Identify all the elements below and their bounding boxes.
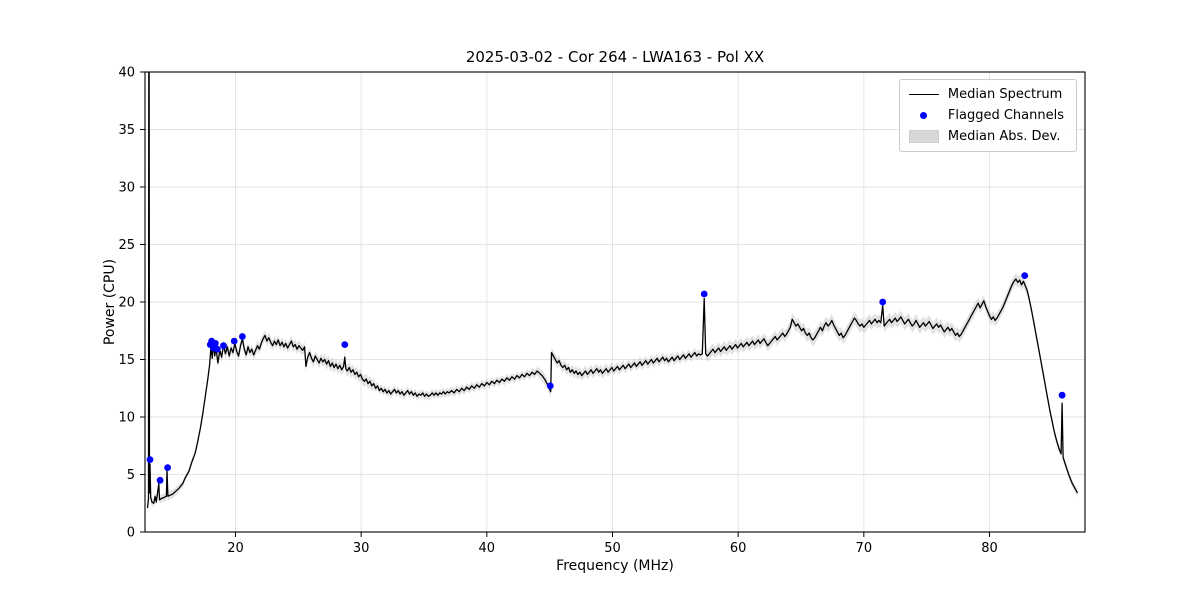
median-spectrum-line (146, 72, 1079, 508)
grid-lines (145, 71, 1085, 533)
dot-swatch-icon (909, 109, 939, 123)
legend-item-median-spectrum: Median Spectrum (908, 87, 1064, 102)
flagged-channel-dot (239, 333, 246, 340)
x-tick-label: 70 (856, 541, 873, 556)
y-tick-label: 20 (118, 296, 135, 311)
flagged-channel-dot (146, 456, 154, 463)
y-tick-label: 10 (118, 411, 135, 426)
chart-title: 2025-03-02 - Cor 264 - LWA163 - Pol XX (465, 48, 765, 66)
flagged-channel-dot (220, 342, 227, 350)
x-tick-label: 20 (227, 541, 244, 556)
legend-item-flagged-channels: Flagged Channels (909, 108, 1064, 123)
line-swatch-icon (908, 88, 939, 102)
x-tick-label: 30 (353, 541, 370, 556)
axis-ticks (140, 71, 990, 537)
flagged-channel-dot (164, 464, 172, 471)
flagged-channel-dot (1058, 391, 1066, 399)
flagged-channel-dot (546, 382, 554, 390)
flagged-channel-dot (879, 298, 887, 306)
x-tick-label: 80 (981, 541, 998, 556)
y-tick-label: 35 (118, 123, 135, 138)
x-tick-label: 50 (604, 541, 621, 556)
legend-label: Flagged Channels (947, 108, 1064, 123)
x-tick-label: 40 (479, 541, 496, 556)
flagged-channel-dot (212, 340, 219, 347)
y-tick-label: 30 (118, 181, 135, 196)
flagged-channel-dot (213, 345, 221, 353)
y-tick-label: 15 (118, 353, 135, 368)
legend-item-median-abs-dev: Median Abs. Dev. (908, 129, 1064, 144)
flagged-channel-dot (230, 337, 238, 345)
flagged-channel-dot (341, 341, 349, 348)
flagged-channels-dots (146, 272, 1066, 484)
legend-label: Median Abs. Dev. (947, 129, 1061, 144)
legend: Median Spectrum Flagged Channels Median … (898, 79, 1077, 152)
axis-tick-labels: 20 30 40 50 60 70 80 0 5 10 15 20 25 30 35 40 (118, 66, 997, 557)
y-tick-label: 25 (118, 238, 135, 253)
flagged-channel-dot (1021, 272, 1029, 279)
y-tick-label: 40 (118, 66, 135, 81)
flagged-channel-dot (700, 290, 708, 298)
y-tick-label: 0 (127, 526, 135, 541)
y-tick-label: 5 (127, 468, 135, 483)
flagged-channel-dot (156, 476, 164, 484)
patch-swatch-icon (908, 130, 939, 144)
y-axis-label: Power (CPU) (102, 258, 118, 346)
x-axis-label: Frequency (MHz) (556, 558, 674, 574)
legend-label: Median Spectrum (947, 87, 1063, 102)
x-tick-label: 60 (730, 541, 747, 556)
